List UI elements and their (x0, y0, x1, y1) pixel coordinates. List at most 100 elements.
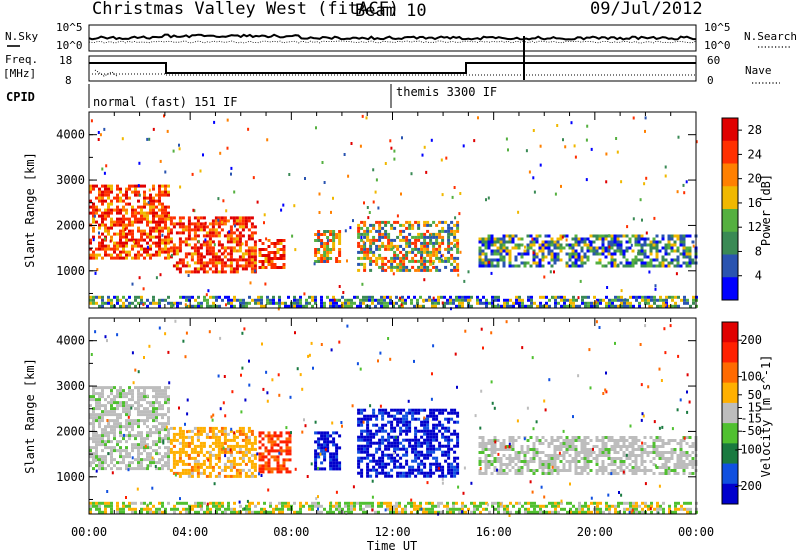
range-cell (685, 264, 689, 268)
range-cell (158, 422, 161, 426)
echo-speck (490, 271, 493, 275)
range-cell (653, 301, 656, 305)
range-cell (646, 469, 650, 472)
range-cell (323, 434, 327, 438)
range-cell (357, 420, 361, 424)
range-cell (149, 507, 152, 511)
range-cell (393, 444, 397, 448)
range-cell (527, 304, 530, 308)
range-cell (499, 243, 503, 247)
range-cell (104, 398, 107, 402)
range-cell (137, 199, 140, 203)
range-cell (538, 451, 542, 454)
range-cell (122, 214, 125, 218)
echo-speck (192, 208, 195, 212)
range-cell (221, 298, 224, 302)
range-cell (95, 211, 98, 215)
range-cell (562, 457, 566, 460)
range-cell (514, 472, 518, 475)
range-cell (518, 501, 521, 505)
range-cell (414, 408, 418, 412)
range-cell (441, 235, 445, 239)
range-cell (526, 460, 530, 463)
range-cell (209, 507, 212, 511)
range-cell (113, 386, 116, 390)
range-cell (533, 301, 536, 305)
range-cell (444, 247, 448, 251)
scatter-region-5 (478, 436, 698, 475)
range-cell (317, 446, 321, 450)
range-cell (338, 434, 342, 438)
echo-speck (539, 163, 542, 167)
range-cell (420, 253, 424, 257)
range-cell (164, 250, 167, 254)
range-cell (158, 238, 161, 242)
range-cell (167, 235, 170, 239)
range-cell (164, 510, 167, 514)
range-cell (408, 423, 412, 427)
range-cell (622, 463, 626, 466)
range-cell (308, 295, 311, 299)
range-cell (143, 419, 146, 423)
range-cell (238, 249, 242, 253)
range-cell (250, 246, 254, 250)
range-cell (140, 437, 143, 441)
range-cell (140, 235, 143, 239)
range-cell (508, 237, 512, 241)
range-cell (89, 504, 92, 508)
range-cell (568, 258, 572, 262)
range-cell (478, 451, 482, 454)
range-cell (541, 246, 545, 250)
range-cell (438, 423, 442, 427)
range-cell (431, 504, 434, 508)
range-cell (92, 431, 95, 435)
range-cell (568, 445, 572, 448)
range-cell (253, 447, 257, 451)
range-cell (387, 444, 391, 448)
range-cell (253, 249, 257, 253)
range-cell (503, 301, 506, 305)
scatter-region-2 (258, 431, 292, 474)
range-cell (365, 501, 368, 505)
range-cell (381, 471, 385, 475)
range-cell (646, 451, 650, 454)
range-cell (140, 295, 143, 299)
range-cell (366, 253, 370, 257)
range-cell (384, 220, 388, 224)
range-cell (390, 247, 394, 251)
range-cell (688, 234, 692, 238)
range-cell (230, 304, 233, 308)
range-cell (134, 184, 137, 188)
range-cell (205, 234, 209, 238)
range-cell (581, 301, 584, 305)
range-cell (245, 304, 248, 308)
range-cell (332, 239, 336, 242)
range-cell (104, 301, 107, 305)
freq-label: Freq. (5, 53, 38, 66)
range-cell (317, 233, 321, 236)
range-cell (113, 244, 116, 248)
range-cell (511, 439, 515, 442)
range-cell (220, 252, 224, 256)
range-cell (140, 431, 143, 435)
range-cell (435, 256, 439, 260)
range-cell (229, 462, 233, 466)
range-cell (562, 463, 566, 466)
range-cell (637, 258, 641, 262)
range-cell (323, 257, 327, 260)
range-cell (601, 237, 605, 241)
range-cell (363, 414, 367, 418)
range-cell (610, 436, 614, 439)
range-cell (377, 504, 380, 508)
echo-speck (454, 243, 456, 247)
range-cell (181, 231, 185, 235)
range-cell (372, 408, 376, 412)
range-cell (98, 244, 101, 248)
range-cell (172, 225, 176, 229)
range-cell (267, 461, 271, 465)
range-cell (366, 256, 370, 260)
range-cell (187, 435, 191, 439)
range-cell (505, 234, 509, 238)
range-cell (193, 225, 197, 229)
range-cell (402, 414, 406, 418)
